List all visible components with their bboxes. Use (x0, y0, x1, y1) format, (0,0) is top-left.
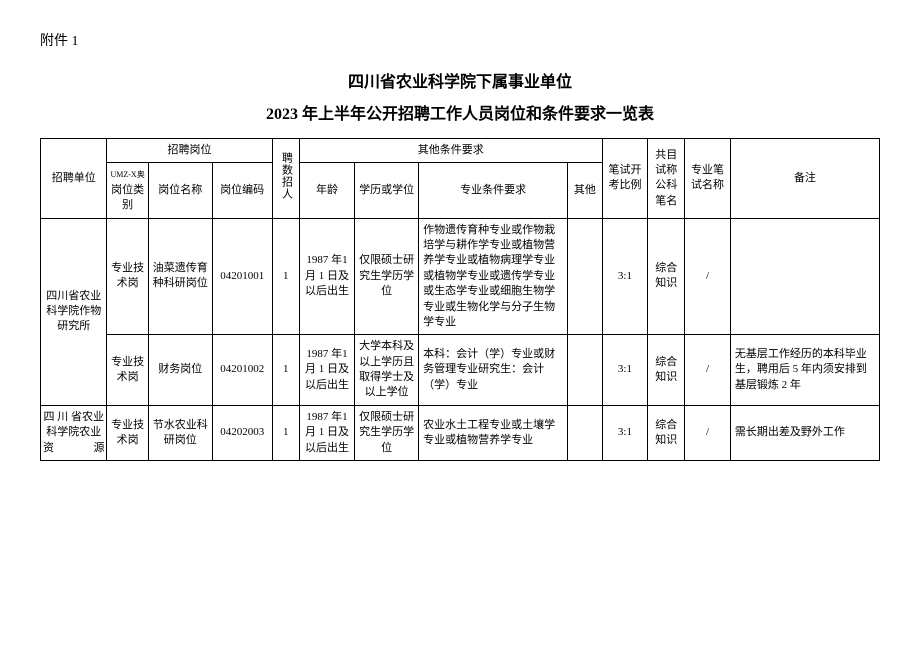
table-row: 四川省农业科学院作物研究所专业技术岗油菜遗传育种科研岗位042010011198… (41, 218, 880, 335)
cell-unit: 四 川 省农业科学院农业资源 (41, 405, 107, 460)
hdr-other-req-group: 其他条件要求 (300, 139, 603, 163)
cell-category: 专业技术岗 (107, 405, 148, 460)
title-line-2: 2023 年上半年公开招聘工作人员岗位和条件要求一览表 (40, 100, 880, 124)
cell-exam: / (685, 218, 731, 335)
cell-position-name: 油菜遗传育种科研岗位 (148, 218, 212, 335)
hdr-other: 其他 (568, 163, 602, 218)
cell-major: 农业水土工程专业或土壤学专业或植物营养学专业 (419, 405, 568, 460)
cell-position-code: 04201002 (212, 335, 272, 406)
cell-remark: 无基层工作经历的本科毕业生，聘用后 5 年内须安排到基层锻炼 2 年 (730, 335, 879, 406)
recruitment-table: 招聘单位 招聘岗位 聘数招人 其他条件要求 笔试开考比例 共目试称公科笔名 专业… (40, 138, 880, 461)
hdr-ratio: 笔试开考比例 (602, 139, 648, 219)
cell-edu: 大学本科及以上学历且取得学士及以上学位 (355, 335, 419, 406)
cell-exam: / (685, 405, 731, 460)
cell-position-code: 04202003 (212, 405, 272, 460)
cell-subject: 综合知识 (648, 218, 685, 335)
cell-other (568, 405, 602, 460)
hdr-position-code: 岗位编码 (212, 163, 272, 218)
cell-remark (730, 218, 879, 335)
cell-other (568, 218, 602, 335)
hdr-position-group: 招聘岗位 (107, 139, 272, 163)
hdr-category: UMZ-X奥岗位类别 (107, 163, 148, 218)
attachment-label: 附件 1 (40, 30, 880, 50)
cell-major: 作物遗传育种专业或作物栽培学与耕作学专业或植物营养学专业或植物病理学专业或植物学… (419, 218, 568, 335)
cell-num: 1 (272, 335, 300, 406)
hdr-category-tiny: UMZ-X奥 (110, 170, 144, 179)
cell-major: 本科：会计（学）专业或财务管理专业研究生：会计（学）专业 (419, 335, 568, 406)
table-body: 四川省农业科学院作物研究所专业技术岗油菜遗传育种科研岗位042010011198… (41, 218, 880, 460)
hdr-num: 聘数招人 (272, 139, 300, 219)
cell-num: 1 (272, 405, 300, 460)
cell-category: 专业技术岗 (107, 218, 148, 335)
cell-other (568, 335, 602, 406)
table-row: 专业技术岗财务岗位0420100211987 年1 月 1 日及以后出生大学本科… (41, 335, 880, 406)
hdr-age: 年龄 (300, 163, 355, 218)
cell-ratio: 3:1 (602, 405, 648, 460)
table-head: 招聘单位 招聘岗位 聘数招人 其他条件要求 笔试开考比例 共目试称公科笔名 专业… (41, 139, 880, 219)
cell-unit: 四川省农业科学院作物研究所 (41, 218, 107, 405)
hdr-edu: 学历或学位 (355, 163, 419, 218)
cell-age: 1987 年1 月 1 日及以后出生 (300, 218, 355, 335)
cell-subject: 综合知识 (648, 405, 685, 460)
hdr-unit: 招聘单位 (41, 139, 107, 219)
hdr-position-name: 岗位名称 (148, 163, 212, 218)
cell-ratio: 3:1 (602, 218, 648, 335)
cell-num: 1 (272, 218, 300, 335)
cell-edu: 仅限硕士研究生学历学位 (355, 405, 419, 460)
hdr-remark: 备注 (730, 139, 879, 219)
cell-position-code: 04201001 (212, 218, 272, 335)
table-row: 四 川 省农业科学院农业资源专业技术岗节水农业科研岗位0420200311987… (41, 405, 880, 460)
hdr-major: 专业条件要求 (419, 163, 568, 218)
cell-subject: 综合知识 (648, 335, 685, 406)
cell-position-name: 财务岗位 (148, 335, 212, 406)
hdr-subject: 共目试称公科笔名 (648, 139, 685, 219)
hdr-exam: 专业笔试名称 (685, 139, 731, 219)
cell-exam: / (685, 335, 731, 406)
cell-ratio: 3:1 (602, 335, 648, 406)
header-row-1: 招聘单位 招聘岗位 聘数招人 其他条件要求 笔试开考比例 共目试称公科笔名 专业… (41, 139, 880, 163)
cell-age: 1987 年1 月 1 日及以后出生 (300, 335, 355, 406)
cell-category: 专业技术岗 (107, 335, 148, 406)
cell-remark: 需长期出差及野外工作 (730, 405, 879, 460)
cell-edu: 仅限硕士研究生学历学位 (355, 218, 419, 335)
cell-position-name: 节水农业科研岗位 (148, 405, 212, 460)
cell-age: 1987 年1 月 1 日及以后出生 (300, 405, 355, 460)
title-line-1: 四川省农业科学院下属事业单位 (40, 68, 880, 92)
